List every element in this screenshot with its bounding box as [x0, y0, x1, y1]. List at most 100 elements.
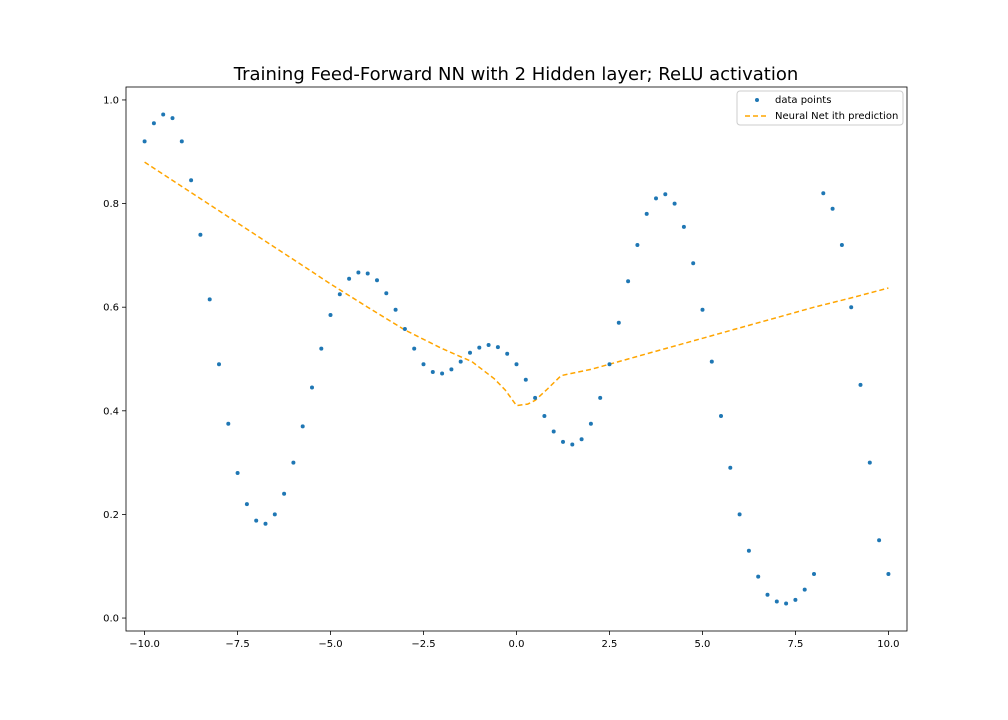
data-point: [784, 601, 789, 606]
data-point: [170, 116, 175, 121]
data-point: [458, 359, 463, 364]
data-point: [207, 297, 212, 302]
data-point: [858, 382, 863, 387]
data-point: [402, 327, 407, 331]
data-point: [440, 371, 445, 376]
data-point: [867, 460, 872, 465]
data-point: [142, 139, 147, 144]
data-point: [365, 271, 370, 276]
plot-area: −10.0 −7.5 −5.0 −2.5 0.0 2.5 5.0 7.5 10.0 0.0 0.2…: [103, 86, 908, 650]
chart-title: Training Feed-Forward NN with 2 Hidden l…: [233, 64, 799, 85]
legend-box: [736, 90, 904, 126]
data-point: [700, 307, 705, 312]
data-points-layer: [142, 112, 891, 606]
data-point: [746, 548, 751, 553]
data-point: [300, 424, 305, 429]
x-tick-label: −10.0: [129, 639, 160, 650]
data-point: [412, 346, 417, 351]
data-point: [244, 502, 249, 507]
data-point: [672, 201, 677, 206]
data-point: [328, 313, 333, 317]
data-point: [189, 178, 194, 183]
data-point: [523, 377, 528, 382]
data-point: [849, 305, 854, 310]
data-point: [282, 491, 287, 496]
data-point: [570, 442, 575, 447]
data-point: [161, 112, 166, 117]
legend-label-prediction: Neural Net ith prediction: [775, 111, 898, 122]
y-axis-ticks: 0.0 0.2 0.4 0.6 0.8 1.0: [103, 95, 126, 625]
axes-frame: [125, 86, 908, 632]
data-point: [793, 597, 798, 602]
data-point: [663, 192, 668, 197]
data-point: [542, 414, 547, 418]
data-point: [728, 465, 733, 470]
data-point: [626, 279, 631, 284]
data-point: [375, 278, 379, 283]
data-point: [179, 139, 184, 144]
data-point: [254, 518, 259, 523]
y-tick-label: 0.2: [103, 510, 119, 521]
data-point: [226, 421, 231, 426]
data-point: [607, 362, 612, 367]
x-tick-label: −7.5: [225, 639, 249, 650]
data-point: [235, 471, 240, 475]
data-point: [635, 243, 640, 247]
data-point: [839, 243, 844, 247]
data-point: [886, 572, 891, 576]
x-tick-label: 5.0: [694, 639, 710, 650]
data-point: [384, 291, 389, 296]
data-point: [198, 232, 203, 237]
legend-marker-data-points: [755, 98, 759, 102]
data-point: [449, 367, 454, 372]
data-point: [514, 362, 519, 367]
y-tick-label: 0.0: [103, 614, 119, 625]
legend: data points Neural Net ith prediction: [736, 90, 904, 126]
y-tick-label: 0.4: [103, 406, 119, 417]
data-point: [310, 385, 314, 390]
data-point: [477, 345, 482, 350]
data-point: [756, 574, 761, 579]
data-point: [272, 512, 277, 517]
data-point: [774, 599, 779, 604]
x-tick-label: 2.5: [602, 639, 618, 650]
data-point: [486, 343, 491, 347]
x-tick-label: 7.5: [787, 639, 803, 650]
data-point: [877, 538, 882, 543]
data-point: [291, 460, 296, 465]
data-point: [709, 359, 714, 364]
x-tick-label: −2.5: [411, 639, 435, 650]
data-point: [616, 320, 621, 325]
data-point: [821, 191, 826, 196]
data-point: [217, 362, 221, 367]
data-point: [347, 276, 352, 281]
x-tick-label: 10.0: [877, 639, 899, 650]
data-point: [802, 587, 807, 592]
y-tick-label: 0.6: [103, 303, 119, 314]
data-point: [598, 395, 603, 400]
y-tick-label: 0.8: [103, 199, 119, 210]
x-tick-label: 0.0: [509, 639, 525, 650]
data-point: [151, 121, 156, 126]
data-point: [588, 421, 593, 426]
data-point: [719, 414, 723, 418]
data-point: [579, 437, 584, 442]
data-point: [681, 224, 686, 229]
x-tick-label: −5.0: [318, 639, 342, 650]
data-point: [737, 512, 742, 517]
legend-label-data-points: data points: [775, 95, 831, 106]
data-point: [533, 395, 538, 400]
data-point: [337, 292, 342, 297]
data-point: [830, 206, 835, 211]
data-point: [393, 307, 398, 312]
data-point: [495, 345, 500, 350]
x-axis-ticks: −10.0 −7.5 −5.0 −2.5 0.0 2.5 5.0 7.5 10.0: [129, 631, 900, 650]
data-point: [505, 351, 510, 356]
data-point: [430, 370, 435, 374]
data-point: [644, 211, 649, 216]
prediction-line: [144, 161, 889, 407]
y-tick-label: 1.0: [103, 95, 119, 106]
data-point: [319, 346, 324, 351]
data-point: [421, 362, 426, 367]
